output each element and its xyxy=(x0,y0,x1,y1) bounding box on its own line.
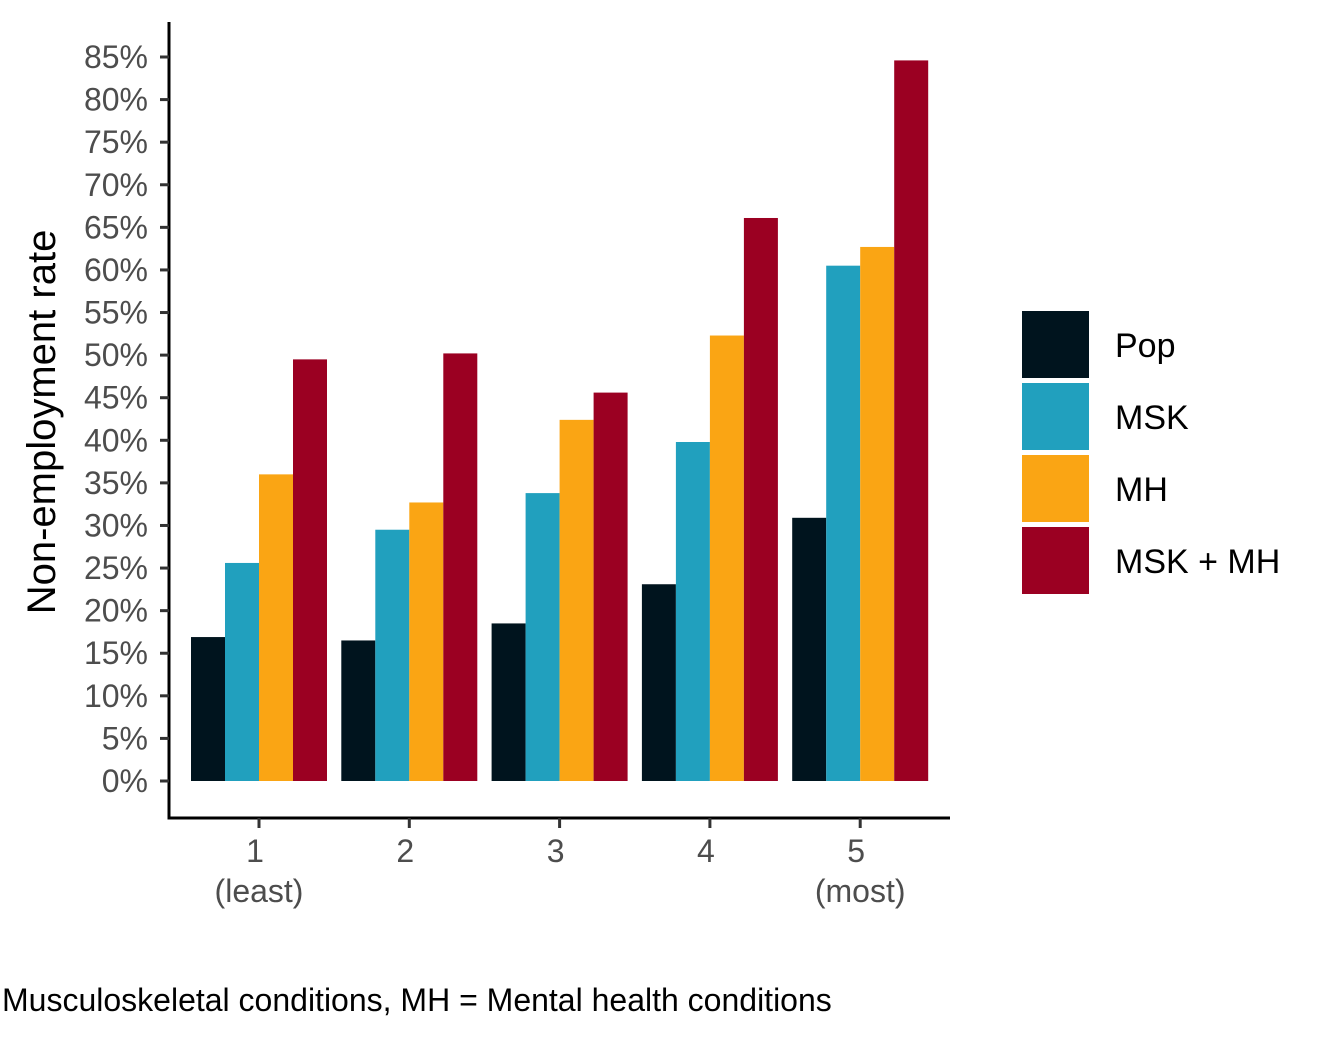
bar-mh-1 xyxy=(259,474,293,781)
y-tick-label: 70% xyxy=(84,167,148,203)
y-tick-label: 80% xyxy=(84,82,148,118)
x-tick-sublabel: (most) xyxy=(815,873,906,909)
bar-msk-mh-3 xyxy=(593,392,628,781)
y-tick-label: 5% xyxy=(102,720,148,756)
y-ticks-group: 0% 5% 10% 15% 20% 25% 30% 35% 40% 45% 50% 55% 60% 65%… xyxy=(84,39,169,799)
y-tick-label: 0% xyxy=(102,763,148,799)
x-tick-label: 5 xyxy=(847,833,865,869)
legend-key xyxy=(1022,527,1089,594)
y-tick-label: 20% xyxy=(84,593,148,629)
bar-msk-mh-5 xyxy=(894,60,929,782)
y-tick-label: 15% xyxy=(84,635,148,671)
legend-key xyxy=(1022,383,1089,450)
y-tick-label: 60% xyxy=(84,252,148,288)
x-ticks-group: 1 (least) 2 3 4 5 (most) xyxy=(215,818,906,909)
bar-pop-3 xyxy=(491,623,526,781)
y-tick-label: 35% xyxy=(84,465,148,501)
chart-caption: Musculoskeletal conditions, MH = Mental … xyxy=(2,982,832,1018)
bar-msk-4 xyxy=(675,441,710,781)
y-tick-label: 50% xyxy=(84,337,148,373)
y-tick-label: 75% xyxy=(84,124,148,160)
y-tick-label: 65% xyxy=(84,209,148,245)
bar-pop-1 xyxy=(191,637,225,781)
x-tick-label: 2 xyxy=(396,833,414,869)
bar-pop-4 xyxy=(641,584,676,781)
y-tick-label: 30% xyxy=(84,507,148,543)
legend: Pop MSK MH MSK + MH xyxy=(1022,311,1280,594)
legend-label: MSK xyxy=(1115,399,1189,437)
bar-mh-3 xyxy=(559,419,594,781)
bar-msk-5 xyxy=(826,265,861,781)
y-tick-label: 40% xyxy=(84,422,148,458)
legend-label: MSK + MH xyxy=(1115,543,1280,581)
bar-msk-1 xyxy=(225,562,259,781)
bar-mh-2 xyxy=(409,502,444,781)
y-tick-label: 10% xyxy=(84,678,148,714)
bars-group xyxy=(191,60,929,782)
x-tick-label: 3 xyxy=(547,833,565,869)
bar-msk-mh-2 xyxy=(443,353,478,781)
bar-pop-2 xyxy=(341,640,376,781)
legend-label: MH xyxy=(1115,471,1168,509)
y-tick-label: 55% xyxy=(84,295,148,331)
y-tick-label: 85% xyxy=(84,39,148,75)
bar-msk-mh-1 xyxy=(293,359,327,781)
x-tick-label: 1 xyxy=(246,833,264,869)
legend-key xyxy=(1022,455,1089,522)
bar-mh-5 xyxy=(860,246,895,781)
bar-mh-4 xyxy=(709,335,744,781)
y-tick-label: 25% xyxy=(84,550,148,586)
bar-pop-5 xyxy=(792,517,827,781)
x-tick-sublabel: (least) xyxy=(215,873,304,909)
bar-msk-2 xyxy=(375,529,410,781)
y-tick-label: 45% xyxy=(84,380,148,416)
bar-msk-mh-4 xyxy=(743,217,778,782)
legend-key xyxy=(1022,311,1089,378)
bar-msk-3 xyxy=(525,493,560,781)
y-axis-title: Non-employment rate xyxy=(20,230,64,615)
x-tick-label: 4 xyxy=(697,833,715,869)
legend-label: Pop xyxy=(1115,327,1176,365)
